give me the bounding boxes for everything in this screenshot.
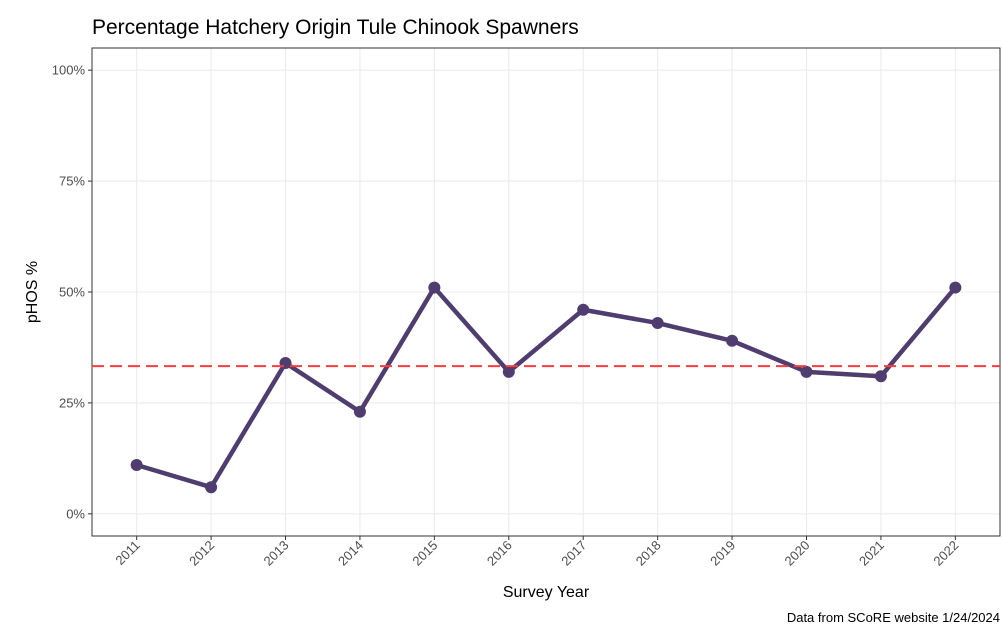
data-point — [428, 281, 441, 294]
y-tick-label: 100% — [52, 63, 86, 78]
data-point — [279, 356, 292, 369]
data-point — [949, 281, 962, 294]
data-point — [205, 481, 218, 494]
data-point — [874, 370, 887, 383]
x-axis-title: Survey Year — [503, 584, 590, 601]
panel-border — [91, 47, 1001, 537]
data-point — [651, 317, 664, 330]
data-point — [726, 334, 739, 347]
y-axis-title: pHOS % — [24, 261, 41, 323]
data-point — [577, 303, 590, 316]
caption: Data from SCoRE website 1/24/2024 — [787, 610, 1000, 625]
data-point — [800, 365, 813, 378]
data-point — [502, 365, 515, 378]
chart-title: Percentage Hatchery Origin Tule Chinook … — [92, 16, 579, 39]
y-tick-label: 0% — [66, 506, 85, 521]
y-tick-label: 50% — [59, 285, 85, 300]
data-line — [136, 285, 958, 490]
y-tick-label: 25% — [59, 395, 85, 410]
data-point — [353, 405, 366, 418]
data-point — [130, 459, 143, 472]
y-tick-label: 75% — [59, 174, 85, 189]
